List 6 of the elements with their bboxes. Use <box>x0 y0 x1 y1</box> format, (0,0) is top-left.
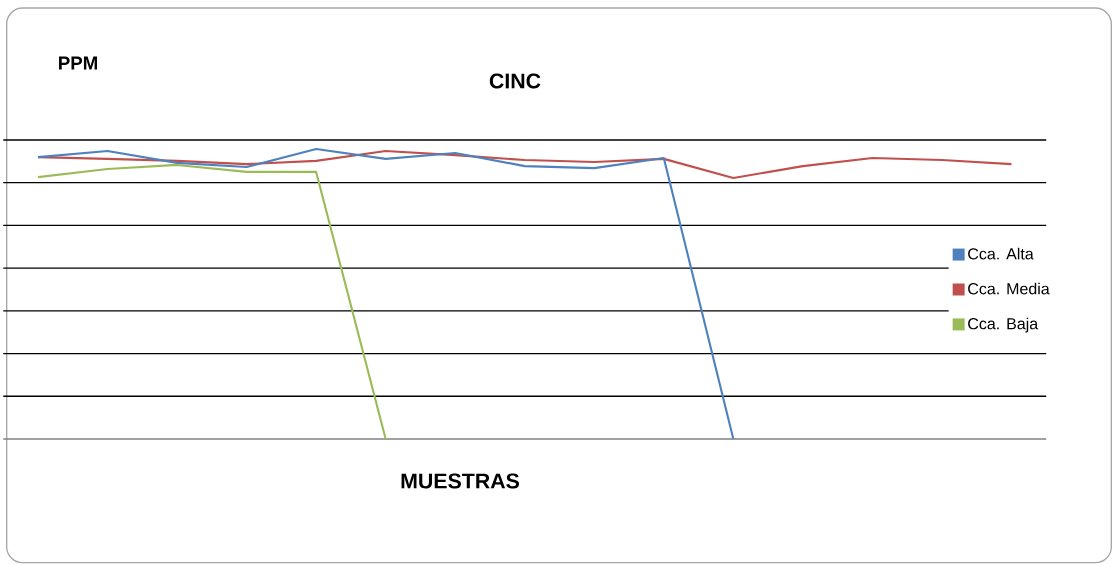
legend-label: Cca. Baja <box>968 317 1039 333</box>
legend-label: Cca. Alta <box>968 247 1034 260</box>
chart-title: CINC <box>489 73 541 89</box>
x-axis-title: MUESTRAS <box>401 473 520 489</box>
legend-label: Cca. Media <box>968 282 1050 295</box>
y-axis-title: PPM <box>59 56 97 70</box>
